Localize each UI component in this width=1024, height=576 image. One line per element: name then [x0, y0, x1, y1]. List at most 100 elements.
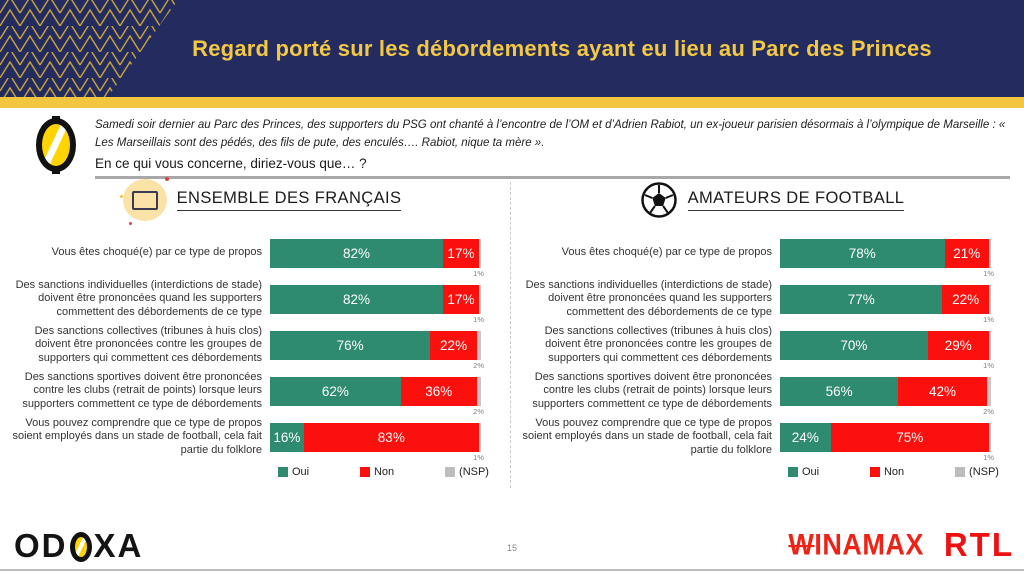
question-text: En ce qui vous concerne, diriez-vous que… — [95, 155, 367, 171]
nsp-value-label: 2% — [983, 406, 994, 416]
legend-oui: Oui — [278, 466, 309, 478]
winamax-logo: WINAMAX — [788, 528, 924, 561]
oui-swatch — [278, 467, 288, 477]
intro-section: Samedi soir dernier au Parc des Princes,… — [0, 108, 1024, 179]
gold-band — [0, 97, 1024, 108]
nsp-value-label: 1% — [983, 360, 994, 370]
nsp-value-label: 2% — [473, 406, 484, 416]
oui-segment: 16% — [270, 422, 304, 452]
nsp-value-label: 1% — [983, 268, 994, 278]
page-title: Regard porté sur les débordements ayant … — [192, 35, 932, 61]
bar-row: Vous pouvez comprendre que ce type de pr… — [522, 414, 1022, 462]
bar-row: Des sanctions sportives doivent être pro… — [522, 368, 1022, 416]
nsp-segment — [986, 376, 991, 406]
rtl-logo: RTL — [943, 526, 1014, 563]
nsp-value-label: 1% — [983, 314, 994, 324]
row-label: Vous pouvez comprendre que ce type de pr… — [12, 416, 263, 456]
charts-area: ENSEMBLE DES FRANÇAIS Vous êtes choqué(e… — [0, 177, 1024, 492]
panel-title: ENSEMBLE DES FRANÇAIS — [176, 189, 402, 211]
non-segment: 29% — [927, 330, 989, 360]
nsp-value-label: 1% — [473, 268, 484, 278]
chevron-pattern-decoration — [0, 0, 178, 97]
stacked-bar: 24% 75% 1% — [780, 422, 994, 462]
oui-segment: 77% — [780, 284, 943, 314]
non-segment: 75% — [830, 422, 989, 452]
oui-segment: 56% — [780, 376, 899, 406]
non-segment: 17% — [443, 238, 479, 268]
page-number: 15 — [506, 543, 517, 553]
stacked-bar: 16% 83% 1% — [270, 422, 484, 462]
nsp-segment — [478, 238, 481, 268]
non-segment: 83% — [303, 422, 479, 452]
nsp-segment — [478, 284, 481, 314]
odoxa-logo: OD XA — [14, 527, 144, 564]
odoxa-mark-icon — [36, 118, 76, 172]
stacked-bar: 62% 36% 2% — [270, 376, 484, 416]
nsp-segment — [988, 238, 991, 268]
stacked-bar: 82% 17% 1% — [270, 238, 484, 278]
bar-row: Vous êtes choqué(e) par ce type de propo… — [522, 230, 1022, 278]
oui-segment: 70% — [780, 330, 928, 360]
non-segment: 42% — [898, 376, 987, 406]
row-label: Des sanctions collectives (tribunes à hu… — [34, 324, 262, 364]
legend: Oui Non (NSP) — [788, 466, 999, 478]
footer-divider — [0, 569, 1024, 571]
stacked-bar: 76% 22% 2% — [270, 330, 484, 370]
nsp-value-label: 2% — [473, 360, 484, 370]
stacked-bar: 56% 42% 2% — [780, 376, 994, 416]
stacked-bar: 77% 22% 1% — [780, 284, 994, 324]
nsp-segment — [476, 376, 481, 406]
header-band: Regard porté sur les débordements ayant … — [0, 0, 1024, 97]
bar-row: Des sanctions individuelles (interdictio… — [12, 276, 512, 324]
bar-row: Des sanctions collectives (tribunes à hu… — [12, 322, 512, 370]
row-label: Vous êtes choqué(e) par ce type de propo… — [51, 246, 262, 259]
odoxa-o-icon — [69, 532, 92, 562]
oui-segment: 76% — [270, 330, 431, 360]
bar-rows: Vous êtes choqué(e) par ce type de propo… — [12, 222, 512, 462]
panel-header: AMATEURS DE FOOTBALL — [522, 178, 1022, 222]
intro-text: Samedi soir dernier au Parc des Princes,… — [95, 116, 1010, 171]
legend-oui: Oui — [788, 466, 819, 478]
non-segment: 22% — [942, 284, 989, 314]
row-label: Vous êtes choqué(e) par ce type de propo… — [561, 246, 772, 259]
row-label: Des sanctions sportives doivent être pro… — [532, 370, 772, 410]
nsp-value-label: 1% — [473, 314, 484, 324]
row-label: Des sanctions individuelles (interdictio… — [15, 278, 262, 318]
nsp-segment — [988, 422, 991, 452]
context-paragraph: Samedi soir dernier au Parc des Princes,… — [95, 119, 1006, 150]
oui-segment: 78% — [780, 238, 945, 268]
row-label: Des sanctions collectives (tribunes à hu… — [544, 324, 772, 364]
oui-segment: 82% — [270, 284, 444, 314]
oui-segment: 62% — [270, 376, 401, 406]
non-segment: 17% — [443, 284, 479, 314]
non-segment: 21% — [944, 238, 989, 268]
oui-segment: 82% — [270, 238, 444, 268]
nsp-value-label: 1% — [983, 452, 994, 462]
non-swatch — [869, 467, 880, 477]
bar-row: Vous êtes choqué(e) par ce type de propo… — [12, 230, 512, 278]
legend-nsp: (NSP) — [955, 466, 999, 478]
nsp-segment — [988, 284, 991, 314]
legend-nsp: (NSP) — [445, 466, 489, 478]
bar-row: Des sanctions individuelles (interdictio… — [522, 276, 1022, 324]
panel-ensemble-des-francais: ENSEMBLE DES FRANÇAIS Vous êtes choqué(e… — [12, 177, 512, 478]
legend-non: Non — [869, 466, 904, 478]
oui-swatch — [788, 467, 798, 477]
bar-rows: Vous êtes choqué(e) par ce type de propo… — [522, 222, 1022, 462]
legend: Oui Non (NSP) — [278, 466, 489, 478]
intro-divider — [95, 175, 1010, 179]
soccer-ball-icon — [640, 182, 677, 218]
nsp-segment — [478, 422, 481, 452]
bar-row: Des sanctions collectives (tribunes à hu… — [522, 322, 1022, 370]
nsp-segment — [476, 330, 481, 360]
nsp-segment — [988, 330, 991, 360]
stacked-bar: 78% 21% 1% — [780, 238, 994, 278]
panel-header: ENSEMBLE DES FRANÇAIS — [12, 177, 512, 225]
nsp-swatch — [955, 467, 966, 477]
panel-amateurs-de-football: AMATEURS DE FOOTBALL Vous êtes choqué(e)… — [522, 178, 1022, 478]
non-segment: 36% — [400, 376, 477, 406]
non-segment: 22% — [430, 330, 477, 360]
panel-title: AMATEURS DE FOOTBALL — [687, 189, 905, 211]
bar-row: Des sanctions sportives doivent être pro… — [12, 368, 512, 416]
